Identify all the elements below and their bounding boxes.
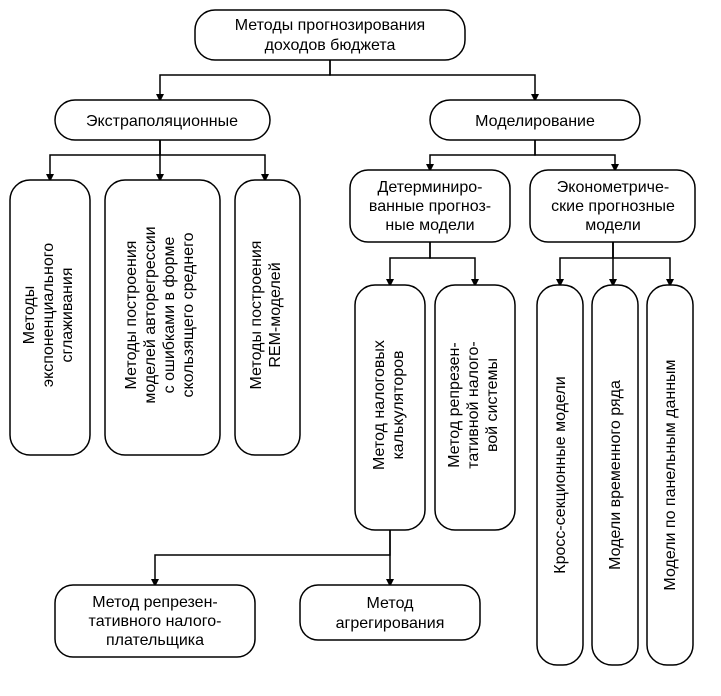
diagram-svg: Методы прогнозирования доходов бюджета Э… — [0, 0, 721, 696]
node-extrap: Экстраполяционные — [55, 100, 270, 140]
determ-l1: Детерминиро- — [378, 179, 483, 196]
autoreg-l4: скользящего среднего — [180, 232, 197, 397]
edge-root-extrap — [160, 60, 330, 100]
econom-l1: Эконометриче- — [557, 179, 669, 196]
reprtaxsys-l1: Метод репрезен- — [446, 342, 463, 467]
edge-econom-panel — [613, 242, 670, 285]
cross-l1: Кросс-секционные модели — [552, 376, 569, 573]
ts-l1: Модели временного ряда — [607, 380, 624, 570]
node-aggreg: Метод агрегирования — [300, 585, 480, 640]
node-econom: Эконометриче- ские прогнозные модели — [530, 170, 695, 242]
node-repr-tax-sys: Метод репрезен- тативной налого- вой сис… — [435, 285, 515, 530]
edge-model-econom — [535, 140, 615, 170]
node-panel: Модели по панельным данным — [647, 285, 693, 665]
rem-l1: Методы построения — [248, 241, 265, 390]
edge-extrap-rem — [160, 140, 265, 180]
node-tax-calc: Метод налоговых калькуляторов — [355, 285, 425, 530]
node-autoreg: Методы построения моделей авторегрессии … — [105, 180, 220, 455]
root-line1: Методы прогнозирования — [235, 17, 425, 34]
determ-l2: ванные прогноз- — [369, 198, 491, 215]
node-root: Методы прогнозирования доходов бюджета — [195, 10, 465, 60]
edge-taxcalc-reprtaxpayer — [155, 530, 390, 585]
determ-l3: ные модели — [385, 217, 474, 234]
reprtp-l2: тативного налого- — [89, 613, 222, 630]
node-determ: Детерминиро- ванные прогноз- ные модели — [350, 170, 510, 242]
rem-l2: REM-моделей — [267, 262, 284, 367]
reprtaxsys-l3: вой системы — [484, 358, 501, 452]
model-line1: Моделирование — [475, 113, 595, 130]
root-line2: доходов бюджета — [265, 37, 396, 54]
econom-l3: модели — [585, 217, 641, 234]
reprtp-l3: плательщика — [106, 632, 204, 649]
node-time-series: Модели временного ряда — [592, 285, 638, 665]
edge-determ-reprtaxsys — [430, 242, 475, 285]
exp-smooth-l2: экспоненциального — [40, 243, 57, 387]
autoreg-l3: с ошибками в форме — [161, 237, 178, 394]
econom-l2: ские прогнозные — [551, 198, 675, 215]
node-repr-taxpayer: Метод репрезен- тативного налого- плател… — [55, 585, 255, 657]
autoreg-l1: Методы построения — [123, 241, 140, 390]
exp-smooth-l3: сглаживания — [59, 267, 76, 362]
reprtp-l1: Метод репрезен- — [92, 594, 217, 611]
aggreg-l1: Метод — [367, 595, 415, 612]
aggreg-l2: агрегирования — [336, 615, 445, 632]
edge-extrap-expsmooth — [50, 140, 160, 180]
edge-root-model — [330, 60, 535, 100]
node-cross: Кросс-секционные модели — [537, 285, 583, 665]
autoreg-l2: моделей авторегрессии — [142, 226, 159, 403]
panel-l1: Модели по панельным данным — [662, 359, 679, 590]
node-exp-smooth: Методы экспоненциального сглаживания — [10, 180, 90, 455]
taxcalc-l2: калькуляторов — [390, 350, 407, 459]
reprtaxsys-l2: тативной налого- — [465, 341, 482, 468]
edge-model-determ — [430, 140, 535, 170]
node-model: Моделирование — [430, 100, 640, 140]
node-rem: Методы построения REM-моделей — [235, 180, 300, 455]
exp-smooth-l1: Методы — [21, 286, 38, 344]
extrap-line1: Экстраполяционные — [86, 113, 238, 130]
edge-econom-cross — [560, 242, 613, 285]
edge-determ-taxcalc — [390, 242, 430, 285]
taxcalc-l1: Метод налоговых — [371, 340, 388, 470]
